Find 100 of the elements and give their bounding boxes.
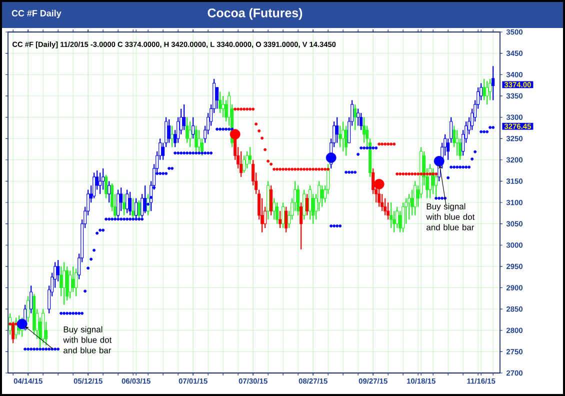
- candlestick: [308, 184, 312, 220]
- candlestick: [144, 184, 147, 214]
- candlestick: [360, 112, 363, 131]
- candlestick: [240, 150, 243, 178]
- candlestick: [126, 189, 129, 214]
- candlestick: [338, 125, 342, 148]
- point: [246, 108, 249, 111]
- point: [300, 168, 303, 171]
- candlestick: [398, 210, 402, 233]
- candlestick: [380, 193, 384, 212]
- candlestick: [122, 193, 126, 216]
- point: [302, 168, 306, 171]
- annotation: Buy signal with blue dot and blue bar: [426, 203, 475, 230]
- candlestick: [242, 155, 246, 174]
- candlestick: [386, 202, 390, 220]
- point: [276, 168, 279, 171]
- candlestick: [194, 125, 198, 152]
- candlestick: [30, 285, 33, 314]
- candlestick: [134, 198, 138, 220]
- candlestick: [278, 210, 282, 229]
- point: [318, 168, 321, 171]
- candlestick: [60, 266, 63, 297]
- candlestick: [320, 184, 324, 208]
- candlestick: [198, 129, 201, 154]
- point: [12, 322, 15, 326]
- point: [252, 108, 255, 111]
- point: [414, 172, 417, 176]
- candlestick: [164, 116, 168, 148]
- candlestick: [300, 202, 303, 250]
- point: [420, 172, 423, 176]
- point: [416, 172, 420, 176]
- point: [392, 142, 396, 146]
- candlestick: [108, 180, 111, 204]
- point: [408, 172, 411, 176]
- candlestick: [222, 95, 225, 118]
- candlestick: [216, 86, 219, 110]
- point: [378, 142, 381, 146]
- candlestick: [246, 150, 249, 169]
- point: [422, 172, 426, 176]
- point: [426, 172, 429, 176]
- point: [404, 172, 408, 176]
- candlestick: [384, 198, 387, 216]
- candlestick: [170, 125, 174, 148]
- point: [314, 168, 318, 171]
- point: [288, 168, 291, 171]
- candlestick: [116, 189, 120, 218]
- candlestick: [356, 108, 360, 126]
- point: [248, 108, 252, 111]
- point: [266, 160, 270, 163]
- candlestick: [104, 174, 108, 199]
- candlestick: [192, 116, 195, 140]
- candlestick: [296, 184, 300, 216]
- point: [380, 142, 384, 146]
- candlestick: [402, 202, 405, 233]
- candlestick: [120, 187, 123, 212]
- candlestick: [306, 193, 309, 216]
- candlestick: [218, 91, 222, 114]
- candlestick: [354, 104, 357, 131]
- point: [326, 168, 330, 171]
- point: [282, 168, 285, 171]
- candlestick: [276, 202, 279, 224]
- point: [386, 142, 390, 146]
- point: [434, 172, 438, 176]
- candlestick: [428, 164, 432, 199]
- point: [312, 168, 315, 171]
- point: [290, 168, 294, 171]
- chart-title: Cocoa (Futures): [208, 8, 302, 20]
- candlestick: [492, 66, 495, 101]
- point: [384, 142, 387, 146]
- point: [278, 168, 282, 171]
- candlestick: [486, 80, 489, 106]
- candlestick: [98, 172, 102, 195]
- candlestick: [284, 206, 288, 233]
- point: [264, 148, 267, 152]
- candlestick: [162, 142, 165, 160]
- candlestick: [282, 202, 285, 229]
- candlestick: [482, 78, 486, 101]
- candlestick: [224, 100, 228, 122]
- candlestick: [270, 184, 273, 216]
- candlestick: [342, 120, 345, 152]
- point: [234, 108, 237, 111]
- candlestick: [362, 116, 366, 144]
- chart-subtitle: CC #F Daily: [12, 10, 62, 18]
- point: [296, 168, 300, 171]
- candlestick: [456, 129, 459, 156]
- candlestick: [186, 116, 189, 144]
- candlestick: [302, 189, 306, 220]
- candlestick: [410, 189, 414, 216]
- point: [260, 136, 264, 140]
- candlestick: [128, 191, 132, 216]
- candlestick: [92, 172, 96, 199]
- point: [270, 162, 273, 166]
- candlestick: [188, 120, 192, 148]
- candlestick: [396, 206, 399, 229]
- point: [236, 108, 240, 111]
- candlestick: [248, 146, 252, 165]
- point: [258, 129, 261, 132]
- candlestick: [408, 193, 411, 220]
- point: [390, 142, 393, 146]
- point: [308, 168, 312, 171]
